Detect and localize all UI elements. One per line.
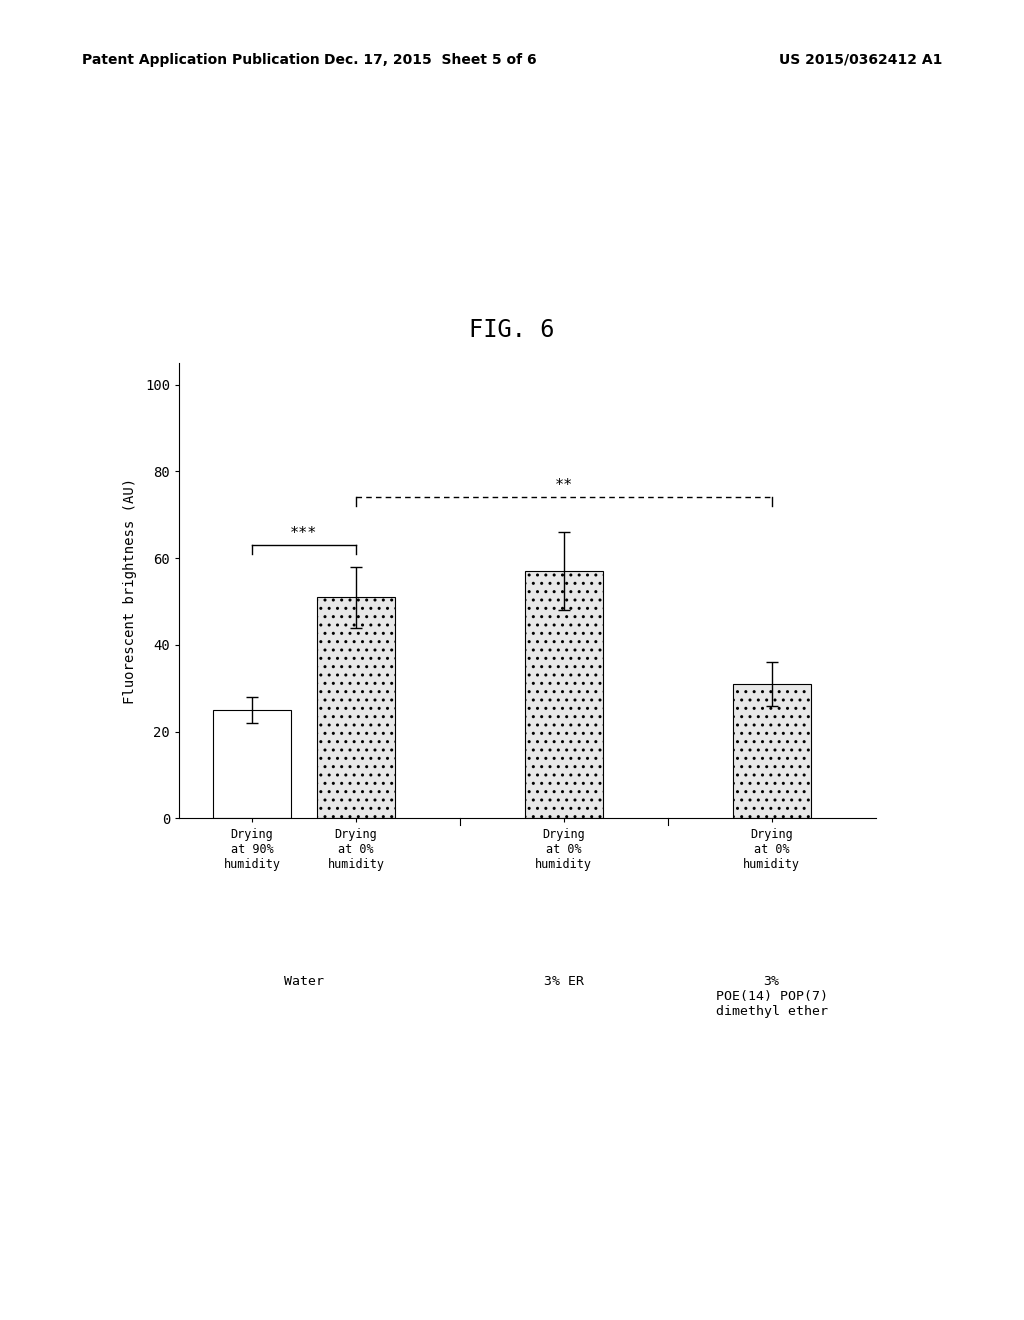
Text: Dec. 17, 2015  Sheet 5 of 6: Dec. 17, 2015 Sheet 5 of 6: [324, 53, 537, 67]
Bar: [524, 572, 603, 818]
Text: ***: ***: [290, 525, 317, 541]
Bar: [213, 710, 291, 818]
Text: Patent Application Publication: Patent Application Publication: [82, 53, 319, 67]
Bar: [732, 684, 811, 818]
Text: 3% ER: 3% ER: [544, 974, 584, 987]
Text: Water: Water: [284, 974, 324, 987]
Text: **: **: [555, 478, 572, 494]
Text: 3%
POE(14) POP(7)
dimethyl ether: 3% POE(14) POP(7) dimethyl ether: [716, 974, 827, 1018]
Text: FIG. 6: FIG. 6: [469, 318, 555, 342]
Y-axis label: Fluorescent brightness (AU): Fluorescent brightness (AU): [123, 478, 137, 704]
Text: US 2015/0362412 A1: US 2015/0362412 A1: [778, 53, 942, 67]
Bar: [316, 597, 395, 818]
